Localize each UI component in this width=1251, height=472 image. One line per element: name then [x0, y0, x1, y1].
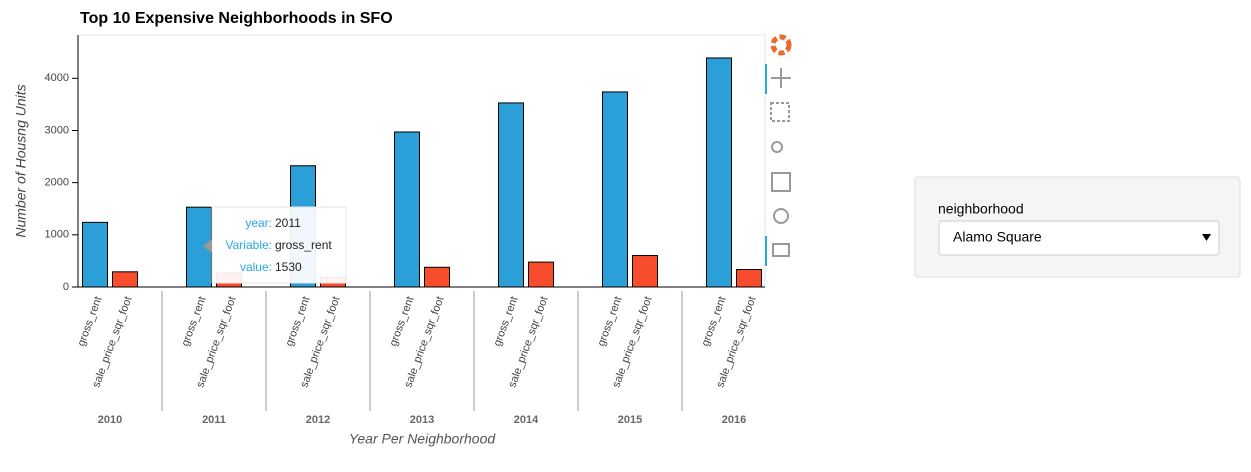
bar: [528, 261, 554, 288]
x-sub-label: gross_rent: [699, 295, 728, 348]
y-tick-label: 3000: [45, 124, 69, 136]
x-sub-label: gross_rent: [387, 295, 416, 348]
chart-title: Top 10 Expensive Neighborhoods in SFO: [80, 10, 393, 27]
pan-tool[interactable]: [771, 68, 791, 88]
select-value: Alamo Square: [953, 229, 1042, 245]
y-tick-label: 4000: [45, 72, 69, 84]
bar: [736, 269, 762, 288]
reset-tool[interactable]: [773, 208, 789, 224]
x-group-label: 2013: [410, 414, 434, 426]
bar: [602, 91, 628, 288]
y-tick-label: 1000: [45, 229, 69, 241]
bar: [632, 255, 658, 288]
hover-tool[interactable]: [772, 243, 790, 257]
tooltip-key: value:: [240, 260, 272, 274]
x-group-label: 2010: [98, 414, 122, 426]
save-tool[interactable]: [771, 172, 791, 192]
x-group-label: 2011: [202, 414, 226, 426]
x-axis-label: Year Per Neighborhood: [349, 431, 497, 447]
tooltip-value: 1530: [275, 260, 302, 274]
tooltip-value: gross_rent: [275, 238, 332, 252]
x-sub-label: gross_rent: [491, 295, 520, 348]
x-group-label: 2015: [618, 414, 642, 426]
plot-frame: [77, 34, 766, 288]
select[interactable]: [938, 220, 1220, 256]
bokeh-logo[interactable]: [770, 34, 792, 56]
bar: [706, 57, 732, 288]
bar: [186, 206, 212, 288]
toolbar: [765, 34, 792, 266]
tooltip-key: Variable:: [226, 238, 272, 252]
bar: [498, 102, 524, 288]
x-sub-label: gross_rent: [179, 295, 208, 348]
y-tick-label: 2000: [45, 177, 69, 189]
bar: [112, 271, 138, 288]
tooltip-value: 2011: [275, 216, 301, 230]
bar: [424, 266, 450, 288]
tooltip: [211, 206, 347, 284]
select-arrow: [1202, 234, 1211, 241]
y-tick-label: 0: [63, 281, 69, 293]
tooltip-arrow: [203, 239, 212, 253]
x-group-label: 2014: [514, 414, 539, 426]
x-group-label: 2016: [722, 414, 746, 426]
tooltip-key: year:: [245, 216, 272, 230]
x-sub-label: gross_rent: [75, 295, 104, 348]
wheel-zoom-tool[interactable]: [771, 141, 783, 153]
x-sub-label: gross_rent: [283, 295, 312, 348]
x-sub-label: gross_rent: [595, 295, 624, 348]
y-axis-label: Number of Housng Units: [13, 84, 29, 237]
bar: [82, 221, 108, 288]
x-group-label: 2012: [306, 414, 330, 426]
widget-label: neighborhood: [938, 201, 1024, 217]
bar: [394, 131, 420, 288]
box-zoom-tool[interactable]: [770, 102, 790, 122]
